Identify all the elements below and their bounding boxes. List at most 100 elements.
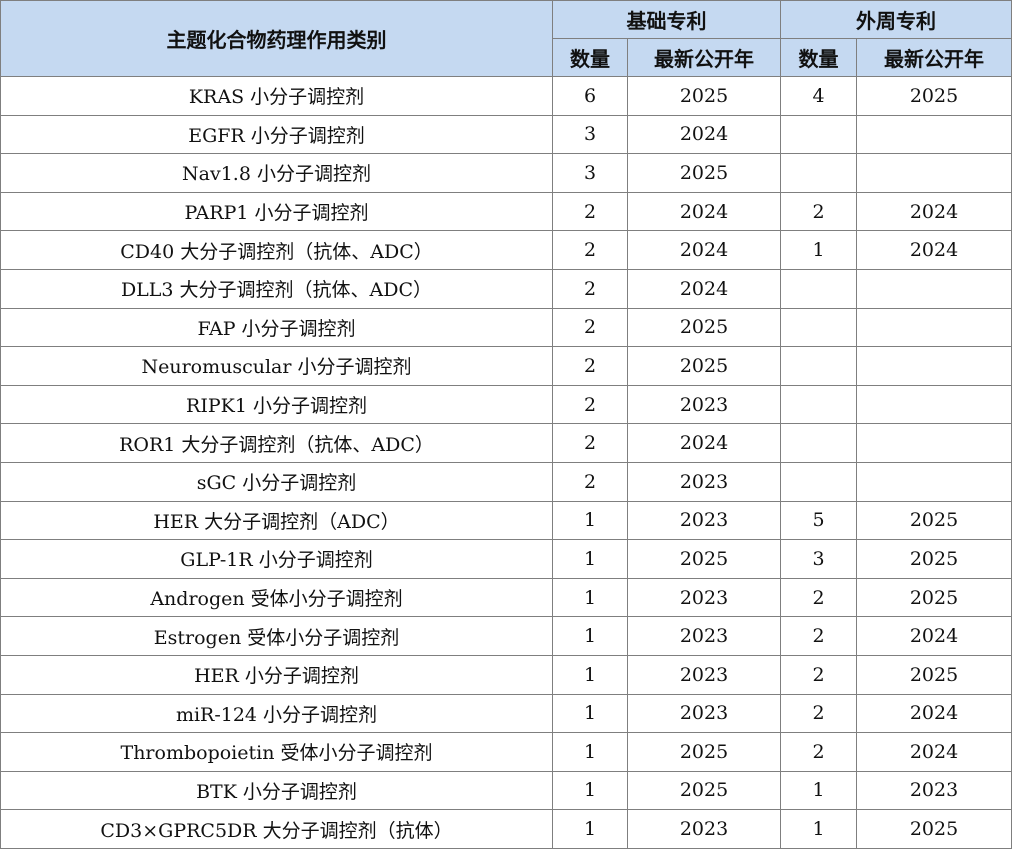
table-row: EGFR 小分子调控剂 3 2024 <box>0 114 1012 155</box>
basic-latest-year-cell: 2025 <box>627 770 781 811</box>
peripheral-latest-year-cell <box>856 153 1012 193</box>
peripheral-latest-year-cell: 2025 <box>856 76 1012 116</box>
category-cell: CD3×GPRC5DR 大分子调控剂（抗体） <box>0 809 553 849</box>
category-cell: PARP1 小分子调控剂 <box>0 191 553 232</box>
peripheral-latest-year-cell: 2024 <box>856 230 1012 270</box>
table-row: PARP1 小分子调控剂 2 2024 2 2024 <box>0 191 1012 232</box>
basic-latest-year-cell: 2023 <box>627 577 781 618</box>
peripheral-count-cell: 1 <box>780 770 857 811</box>
peripheral-latest-year-cell <box>856 423 1012 463</box>
peripheral-latest-year-cell: 2025 <box>856 500 1012 541</box>
peripheral-count-cell: 2 <box>780 616 857 656</box>
peripheral-latest-year-cell: 2025 <box>856 539 1012 579</box>
category-cell: ROR1 大分子调控剂（抗体、ADC） <box>0 423 553 463</box>
table-row: ROR1 大分子调控剂（抗体、ADC） 2 2024 <box>0 423 1012 463</box>
peripheral-count-cell: 1 <box>780 809 857 849</box>
table-row: Androgen 受体小分子调控剂 1 2023 2 2025 <box>0 577 1012 618</box>
header-peripheral-count: 数量 <box>780 38 857 77</box>
peripheral-count-cell <box>780 423 857 463</box>
peripheral-count-cell: 1 <box>780 230 857 270</box>
peripheral-count-cell <box>780 153 857 193</box>
basic-latest-year-cell: 2023 <box>627 461 781 502</box>
peripheral-latest-year-cell: 2025 <box>856 654 1012 695</box>
basic-latest-year-cell: 2025 <box>627 732 781 772</box>
category-cell: CD40 大分子调控剂（抗体、ADC） <box>0 230 553 270</box>
peripheral-latest-year-cell <box>856 346 1012 386</box>
table-header: 主题化合物药理作用类别 基础专利 外周专利 数量 最新公开年 数量 最新公开年 <box>0 0 1012 77</box>
basic-latest-year-cell: 2024 <box>627 114 781 155</box>
category-cell: HER 大分子调控剂（ADC） <box>0 500 553 541</box>
peripheral-latest-year-cell <box>856 384 1012 425</box>
peripheral-count-cell <box>780 268 857 309</box>
table-row: DLL3 大分子调控剂（抗体、ADC） 2 2024 <box>0 268 1012 309</box>
basic-count-cell: 2 <box>552 268 628 309</box>
basic-latest-year-cell: 2025 <box>627 153 781 193</box>
peripheral-latest-year-cell: 2024 <box>856 616 1012 656</box>
table-row: Neuromuscular 小分子调控剂 2 2025 <box>0 346 1012 386</box>
basic-count-cell: 2 <box>552 307 628 348</box>
basic-latest-year-cell: 2024 <box>627 191 781 232</box>
basic-latest-year-cell: 2023 <box>627 654 781 695</box>
basic-count-cell: 1 <box>552 500 628 541</box>
peripheral-latest-year-cell: 2025 <box>856 809 1012 849</box>
table-row: CD40 大分子调控剂（抗体、ADC） 2 2024 1 2024 <box>0 230 1012 270</box>
peripheral-count-cell: 2 <box>780 654 857 695</box>
peripheral-count-cell <box>780 307 857 348</box>
peripheral-count-cell <box>780 114 857 155</box>
table-row: HER 小分子调控剂 1 2023 2 2025 <box>0 654 1012 695</box>
peripheral-count-cell: 2 <box>780 732 857 772</box>
peripheral-count-cell <box>780 461 857 502</box>
peripheral-count-cell: 4 <box>780 76 857 116</box>
category-cell: miR-124 小分子调控剂 <box>0 693 553 734</box>
basic-latest-year-cell: 2023 <box>627 616 781 656</box>
basic-latest-year-cell: 2025 <box>627 539 781 579</box>
header-row-groups: 主题化合物药理作用类别 基础专利 外周专利 <box>0 0 1012 77</box>
table-row: miR-124 小分子调控剂 1 2023 2 2024 <box>0 693 1012 734</box>
peripheral-count-cell: 2 <box>780 577 857 618</box>
peripheral-count-cell: 5 <box>780 500 857 541</box>
header-basic-count: 数量 <box>552 38 628 77</box>
category-cell: Androgen 受体小分子调控剂 <box>0 577 553 618</box>
peripheral-count-cell: 2 <box>780 693 857 734</box>
table-row: Thrombopoietin 受体小分子调控剂 1 2025 2 2024 <box>0 732 1012 772</box>
basic-count-cell: 1 <box>552 539 628 579</box>
category-cell: KRAS 小分子调控剂 <box>0 76 553 116</box>
basic-latest-year-cell: 2025 <box>627 76 781 116</box>
header-peripheral-latest-year: 最新公开年 <box>856 38 1012 77</box>
basic-count-cell: 2 <box>552 346 628 386</box>
basic-count-cell: 2 <box>552 461 628 502</box>
basic-latest-year-cell: 2024 <box>627 268 781 309</box>
basic-count-cell: 3 <box>552 153 628 193</box>
table-row: KRAS 小分子调控剂 6 2025 4 2025 <box>0 76 1012 116</box>
header-basic-patents: 基础专利 <box>552 0 781 39</box>
table-body: KRAS 小分子调控剂 6 2025 4 2025 EGFR 小分子调控剂 3 2024 Nav… <box>0 76 1012 849</box>
table-row: HER 大分子调控剂（ADC） 1 2023 5 2025 <box>0 500 1012 541</box>
table-row: Estrogen 受体小分子调控剂 1 2023 2 2024 <box>0 616 1012 656</box>
peripheral-latest-year-cell <box>856 307 1012 348</box>
header-peripheral-patents: 外周专利 <box>780 0 1012 39</box>
peripheral-latest-year-cell: 2025 <box>856 577 1012 618</box>
category-cell: BTK 小分子调控剂 <box>0 770 553 811</box>
peripheral-count-cell <box>780 384 857 425</box>
category-cell: Neuromuscular 小分子调控剂 <box>0 346 553 386</box>
peripheral-latest-year-cell: 2024 <box>856 732 1012 772</box>
basic-latest-year-cell: 2023 <box>627 693 781 734</box>
header-category: 主题化合物药理作用类别 <box>0 0 553 77</box>
basic-count-cell: 3 <box>552 114 628 155</box>
table-row: FAP 小分子调控剂 2 2025 <box>0 307 1012 348</box>
basic-count-cell: 6 <box>552 76 628 116</box>
basic-count-cell: 1 <box>552 693 628 734</box>
basic-count-cell: 1 <box>552 732 628 772</box>
peripheral-count-cell: 3 <box>780 539 857 579</box>
basic-latest-year-cell: 2023 <box>627 384 781 425</box>
category-cell: RIPK1 小分子调控剂 <box>0 384 553 425</box>
basic-count-cell: 2 <box>552 191 628 232</box>
category-cell: FAP 小分子调控剂 <box>0 307 553 348</box>
peripheral-count-cell <box>780 346 857 386</box>
table-row: CD3×GPRC5DR 大分子调控剂（抗体） 1 2023 1 2025 <box>0 809 1012 849</box>
peripheral-count-cell: 2 <box>780 191 857 232</box>
basic-count-cell: 2 <box>552 423 628 463</box>
category-cell: GLP-1R 小分子调控剂 <box>0 539 553 579</box>
category-cell: Nav1.8 小分子调控剂 <box>0 153 553 193</box>
